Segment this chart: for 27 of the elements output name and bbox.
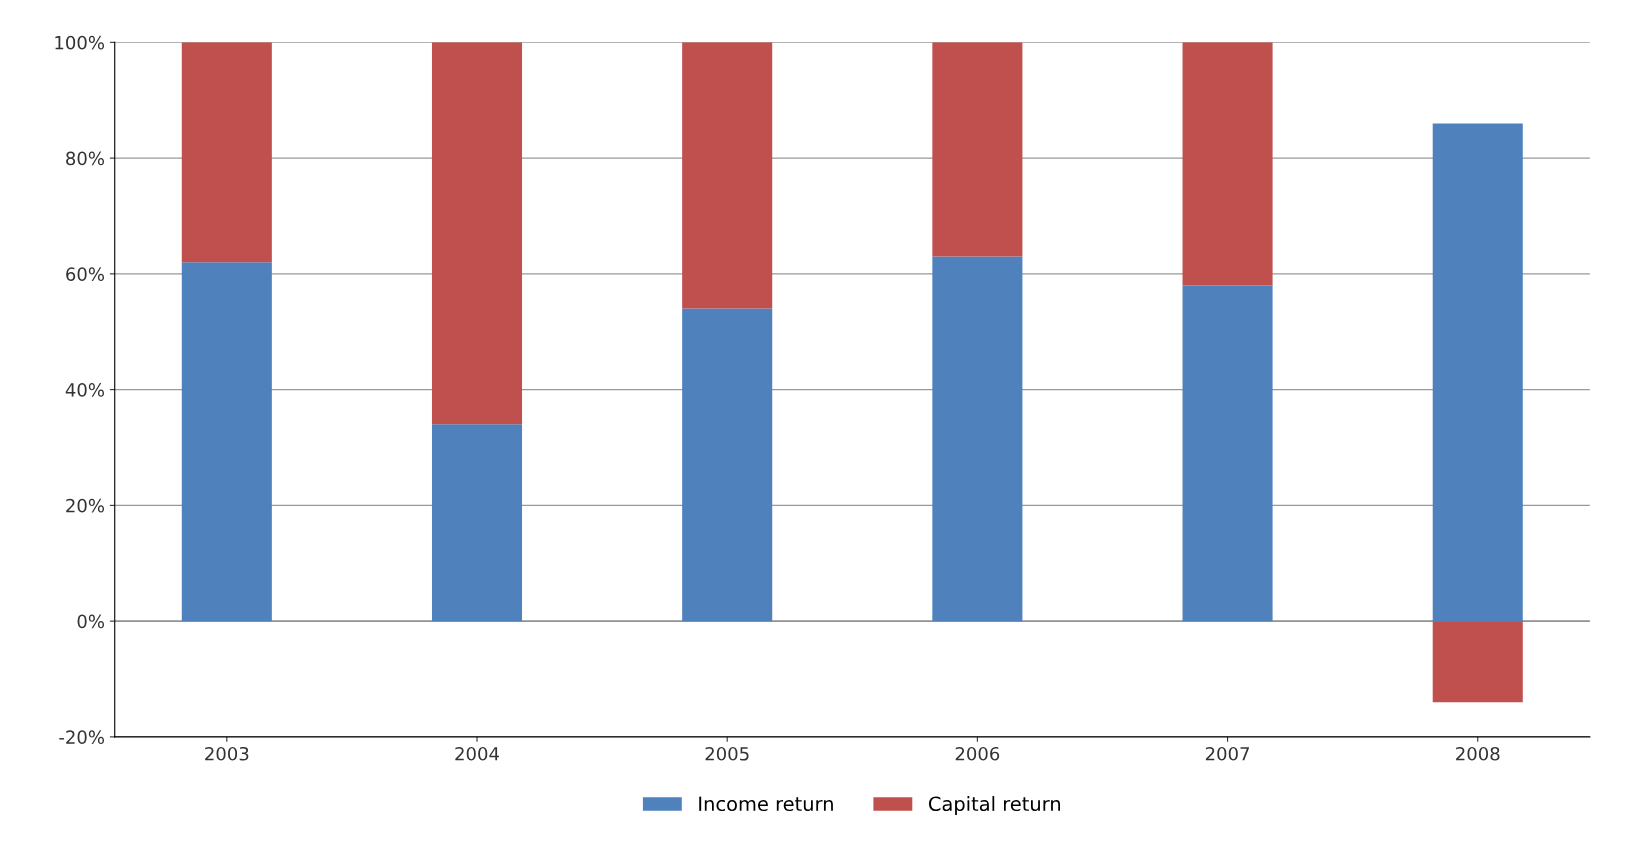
x-tick-label: 2004 — [455, 746, 499, 761]
x-tick-label: 2003 — [205, 746, 249, 761]
x-tick-label: 2008 — [1456, 746, 1500, 761]
bar — [1182, 42, 1273, 286]
x-tick-label: 2005 — [705, 746, 749, 761]
bar — [932, 42, 1023, 257]
bar — [181, 262, 272, 622]
legend-label: Income return — [699, 796, 833, 812]
bar — [1432, 621, 1523, 703]
bar — [932, 256, 1023, 622]
bar — [431, 424, 523, 622]
bar — [682, 308, 773, 622]
legend-label: Capital return — [928, 796, 1061, 815]
y-tick-label: 80% — [66, 151, 105, 166]
bar — [682, 42, 773, 309]
y-tick-label: 60% — [66, 267, 105, 281]
bar — [1432, 123, 1523, 622]
bar — [431, 42, 523, 425]
x-tick-label: 2006 — [955, 746, 1000, 761]
y-tick-label: 20% — [66, 498, 105, 513]
y-tick-label: 100% — [55, 35, 105, 50]
y-tick-label: 40% — [65, 383, 105, 397]
x-tick-label: 2007 — [1205, 746, 1249, 761]
y-tick-label: 0% — [77, 614, 105, 629]
bar — [181, 42, 272, 263]
y-tick-label: -20% — [59, 730, 105, 745]
bar — [1182, 285, 1273, 622]
